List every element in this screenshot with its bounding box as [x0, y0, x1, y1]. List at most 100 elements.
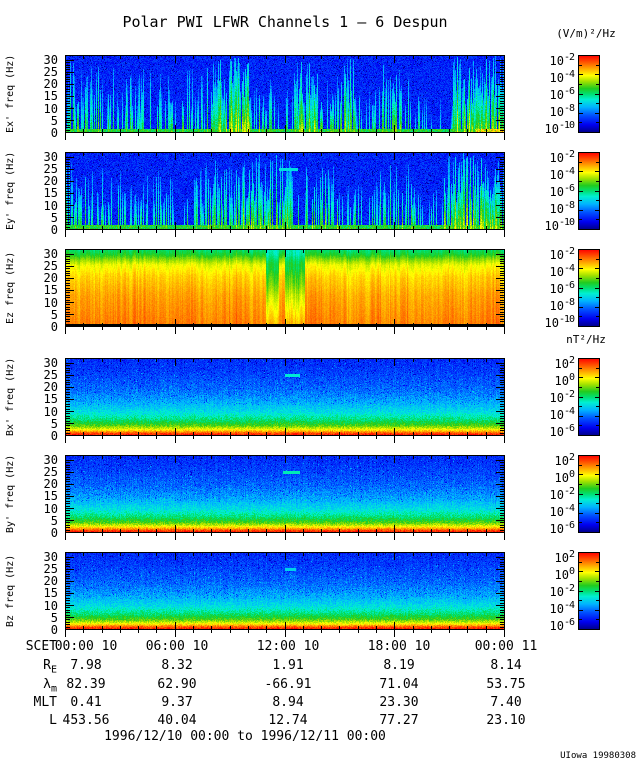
colorbar-tick-base: 10: [549, 105, 564, 119]
ephemeris-value-1-2: -66.91: [264, 677, 312, 692]
ephemeris-row-symbol: L: [49, 713, 57, 728]
ez-ytick-15: 15: [43, 283, 58, 298]
ephemeris-row-label-2: MLT: [10, 695, 57, 710]
by-axis-label: By' freq (Hz): [5, 454, 16, 533]
ex-colorbar-tick-0: 10-2: [516, 50, 576, 68]
colorbar-tick-exponent: -2: [563, 583, 575, 594]
ey-spectrogram-canvas: [65, 152, 505, 239]
colorbar-tick-exponent: 0: [568, 566, 575, 577]
colorbar-tick-base: 10: [549, 71, 564, 85]
by-colorbar-tick-4: 10-6: [516, 518, 576, 536]
ephemeris-value-0-1: 8.32: [161, 658, 193, 673]
bx-colorbar: [578, 358, 600, 436]
colorbar-tick-base: 10: [549, 151, 564, 165]
bz-colorbar-tick-0: 102: [516, 547, 575, 565]
bz-ytick-10: 10: [43, 598, 58, 613]
ephemeris-value-1-3: 71.04: [379, 677, 419, 692]
scet-tick-0: 00:00 10: [54, 639, 118, 654]
bx-spectrogram-canvas: [65, 358, 505, 445]
ey-ytick-10: 10: [43, 198, 58, 213]
bx-colorbar-tick-1: 100: [516, 370, 575, 388]
ez-axis-label: Ez freq (Hz): [5, 251, 16, 325]
colorbar-tick-base: 10: [544, 219, 559, 233]
colorbar-tick-exponent: -4: [563, 69, 575, 80]
bz-ytick-30: 30: [43, 549, 58, 564]
plot-title: Polar PWI LFWR Channels 1 — 6 Despun: [122, 13, 448, 31]
ez-ytick-0: 0: [50, 320, 58, 334]
ephemeris-row-label-3: L: [10, 713, 57, 728]
ey-ytick-30: 30: [43, 149, 58, 164]
by-ytick-0: 0: [50, 526, 58, 540]
colorbar-tick-base: 10: [549, 585, 564, 599]
by-colorbar-tick-3: 10-4: [516, 501, 576, 519]
colorbar-tick-base: 10: [549, 54, 564, 68]
ez-ytick-10: 10: [43, 295, 58, 310]
colorbar-tick-exponent: 0: [568, 469, 575, 480]
colorbar-tick-base: 10: [549, 202, 564, 216]
ez-colorbar-tick-4: 10-10: [516, 312, 575, 330]
colorbar-tick-exponent: -4: [563, 263, 575, 274]
date-range-label: 1996/12/10 00:00 to 1996/12/11 00:00: [104, 729, 386, 744]
ephemeris-value-0-2: 1.91: [272, 658, 304, 673]
ex-ytick-0: 0: [50, 126, 58, 140]
ephemeris-value-0-4: 8.14: [490, 658, 522, 673]
ez-colorbar-tick-1: 10-4: [516, 261, 576, 279]
colorbar-tick-base: 10: [549, 185, 564, 199]
colorbar-tick-exponent: 2: [568, 355, 575, 366]
colorbar-tick-base: 10: [549, 505, 564, 519]
scet-tick-2: 12:00 10: [256, 639, 320, 654]
ephemeris-value-1-4: 53.75: [486, 677, 526, 692]
ey-colorbar: [578, 152, 600, 230]
colorbar-tick-base: 10: [549, 168, 564, 182]
ez-ytick-20: 20: [43, 271, 58, 286]
ez-colorbar-tick-3: 10-8: [516, 295, 576, 313]
ephemeris-row-symbol: λ: [43, 677, 51, 692]
ey-colorbar-tick-0: 10-2: [516, 147, 576, 165]
ephemeris-value-3-0: 453.56: [62, 713, 110, 728]
ephemeris-value-2-0: 0.41: [70, 695, 102, 710]
by-colorbar: [578, 455, 600, 533]
colorbar-tick-exponent: -4: [563, 166, 575, 177]
colorbar-tick-exponent: -6: [563, 280, 575, 291]
by-colorbar-tick-2: 10-2: [516, 484, 576, 502]
ex-colorbar: [578, 55, 600, 133]
ex-colorbar-tick-4: 10-10: [516, 118, 575, 136]
ephemeris-value-3-3: 77.27: [379, 713, 419, 728]
ex-ytick-25: 25: [43, 65, 58, 80]
ephemeris-value-0-0: 7.98: [70, 658, 102, 673]
bx-ytick-15: 15: [43, 392, 58, 407]
bx-axis-label: Bx' freq (Hz): [5, 357, 16, 436]
by-ytick-25: 25: [43, 465, 58, 480]
colorbar-tick-base: 10: [549, 488, 564, 502]
bz-ytick-5: 5: [50, 610, 58, 625]
ephemeris-row-label-1: λm: [10, 677, 57, 695]
bx-ytick-0: 0: [50, 429, 58, 443]
colorbar-tick-exponent: -6: [563, 183, 575, 194]
bz-colorbar-tick-1: 100: [516, 564, 575, 582]
scet-tick-1: 06:00 10: [145, 639, 209, 654]
ey-ytick-20: 20: [43, 174, 58, 189]
colorbar-tick-base: 10: [549, 282, 564, 296]
bz-axis-label: Bz freq (Hz): [5, 554, 16, 628]
by-ytick-30: 30: [43, 452, 58, 467]
colorbar-tick-base: 10: [549, 425, 564, 439]
bx-colorbar-tick-2: 10-2: [516, 387, 576, 405]
colorbar-tick-exponent: -2: [563, 149, 575, 160]
colorbar-tick-exponent: -8: [563, 103, 575, 114]
colorbar-tick-base: 10: [549, 408, 564, 422]
colorbar-tick-exponent: -10: [558, 120, 575, 131]
ephemeris-value-3-4: 23.10: [486, 713, 526, 728]
bz-colorbar-tick-4: 10-6: [516, 615, 576, 633]
by-colorbar-tick-0: 102: [516, 450, 575, 468]
colorbar-tick-base: 10: [544, 316, 559, 330]
scet-axis-label: SCET: [25, 639, 57, 654]
colorbar-tick-exponent: -2: [563, 52, 575, 63]
colorbar-tick-exponent: 2: [568, 452, 575, 463]
colorbar-tick-exponent: -2: [563, 246, 575, 257]
ey-ytick-15: 15: [43, 186, 58, 201]
bx-colorbar-tick-4: 10-6: [516, 421, 576, 439]
colorbar-tick-base: 10: [549, 248, 564, 262]
electric-units-label: (V/m)²/Hz: [556, 27, 616, 40]
ex-ytick-5: 5: [50, 113, 58, 128]
